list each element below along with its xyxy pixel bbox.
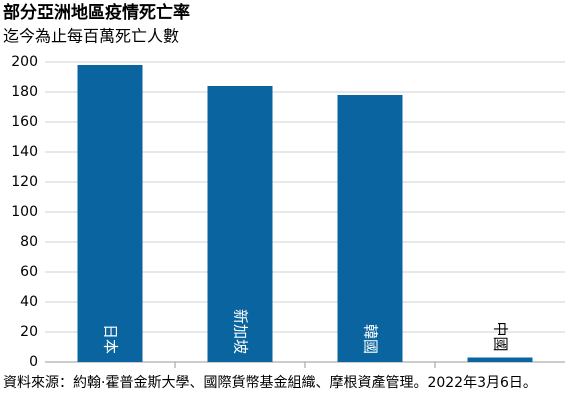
y-tick-label: 120 (11, 174, 38, 190)
y-tick-label: 160 (11, 114, 38, 130)
y-tick-label: 20 (20, 324, 38, 340)
chart: 部分亞洲地區疫情死亡率 迄今為止每百萬死亡人數 0 20 40 60 80 100 120 1… (3, 2, 565, 370)
category-label: 新加坡 (232, 309, 250, 354)
y-tick-label: 40 (20, 294, 38, 310)
y-tick-label: 0 (29, 354, 38, 370)
y-tick-label: 100 (11, 204, 38, 220)
y-tick-label: 180 (11, 84, 38, 100)
bar (207, 86, 273, 362)
category-label: 韓國 (362, 324, 380, 354)
bar (77, 65, 143, 362)
y-tick-label: 60 (20, 264, 38, 280)
chart-subtitle: 迄今為止每百萬死亡人數 (3, 27, 179, 46)
category-label: 中國 (492, 321, 510, 351)
bar (467, 357, 533, 362)
y-tick-label: 140 (11, 144, 38, 160)
y-tick-label: 200 (11, 54, 38, 70)
bar (337, 95, 403, 362)
y-tick-label: 80 (20, 234, 38, 250)
source-note: 資料來源：約翰·霍普金斯大學、國際貨幣基金組織、摩根資產管理。2022年3月6日… (3, 375, 537, 391)
chart-title: 部分亞洲地區疫情死亡率 (3, 2, 190, 23)
category-label: 日本 (102, 324, 120, 354)
